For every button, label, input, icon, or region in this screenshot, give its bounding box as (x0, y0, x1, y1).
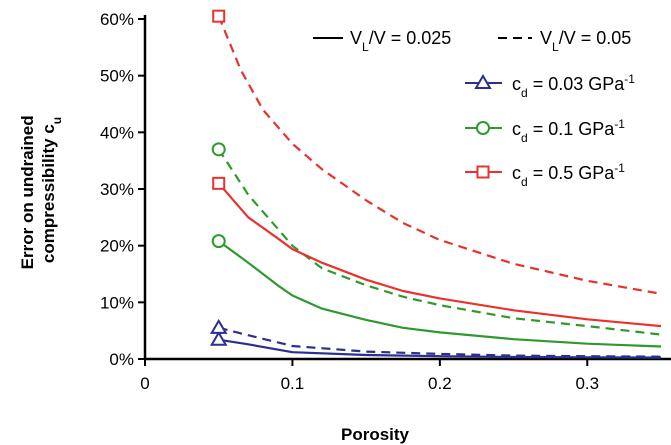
triangle-marker (209, 318, 228, 334)
square-marker (212, 176, 226, 190)
y-axis-title-line1: Error on undrained (18, 115, 37, 269)
series-path (218, 338, 662, 359)
triangle-marker (209, 330, 228, 346)
series-path (217, 148, 662, 336)
circle-marker (211, 234, 226, 249)
series-line-cd-0.03-ratio-0.05 (209, 318, 662, 358)
series-line-cd-0.5-ratio-0.05 (212, 9, 662, 295)
legend-cd-label: cd = 0.03 GPa-1 (512, 72, 635, 100)
x-tick-label: 0.1 (281, 374, 305, 393)
series-group (209, 9, 662, 359)
y-tick-label: 40% (100, 123, 134, 142)
legend: VL/V = 0.025 VL/V = 0.05 cd = 0.03 GPa-1 cd… (313, 28, 635, 189)
y-tick-label: 10% (100, 293, 134, 312)
series-path (218, 240, 662, 348)
circle-marker (211, 142, 226, 157)
y-axis-title-line2: compressibility c (39, 124, 58, 263)
y-axis-title: Error on undrained compressibility cu (18, 111, 64, 270)
series-line-cd-0.1-ratio-0.025 (211, 234, 662, 348)
square-marker (212, 9, 226, 23)
y-tick-label: 20% (100, 237, 134, 256)
x-tick-label: 0.2 (428, 374, 452, 393)
x-axis-title: Porosity (341, 425, 410, 444)
legend-linestyle-label: VL/V = 0.05 (540, 28, 631, 54)
legend-cd-label: cd = 0.5 GPa-1 (512, 161, 625, 189)
series-line-cd-0.03-ratio-0.025 (209, 330, 662, 359)
triangle-marker (474, 74, 492, 89)
series-path (217, 15, 662, 295)
series-line-cd-0.5-ratio-0.025 (212, 176, 662, 328)
y-axis-title-sub: u (50, 117, 64, 124)
circle-marker (476, 121, 490, 135)
x-tick-label: 0.3 (575, 374, 599, 393)
series-path (217, 182, 662, 328)
axes: 0% 10% 20% 30% 40% 50% 60% 0 0.1 0.2 0.3 (100, 10, 671, 393)
y-tick-label: 0% (109, 350, 134, 369)
legend-cd-label: cd = 0.1 GPa-1 (512, 117, 625, 145)
x-tick-label: 0 (140, 374, 149, 393)
square-marker (476, 165, 490, 179)
legend-linestyle-label: VL/V = 0.025 (350, 28, 451, 54)
y-tick-label: 60% (100, 10, 134, 29)
series-path (218, 326, 662, 358)
y-tick-label: 50% (100, 67, 134, 86)
y-tick-label: 30% (100, 180, 134, 199)
series-line-cd-0.1-ratio-0.05 (211, 142, 662, 336)
